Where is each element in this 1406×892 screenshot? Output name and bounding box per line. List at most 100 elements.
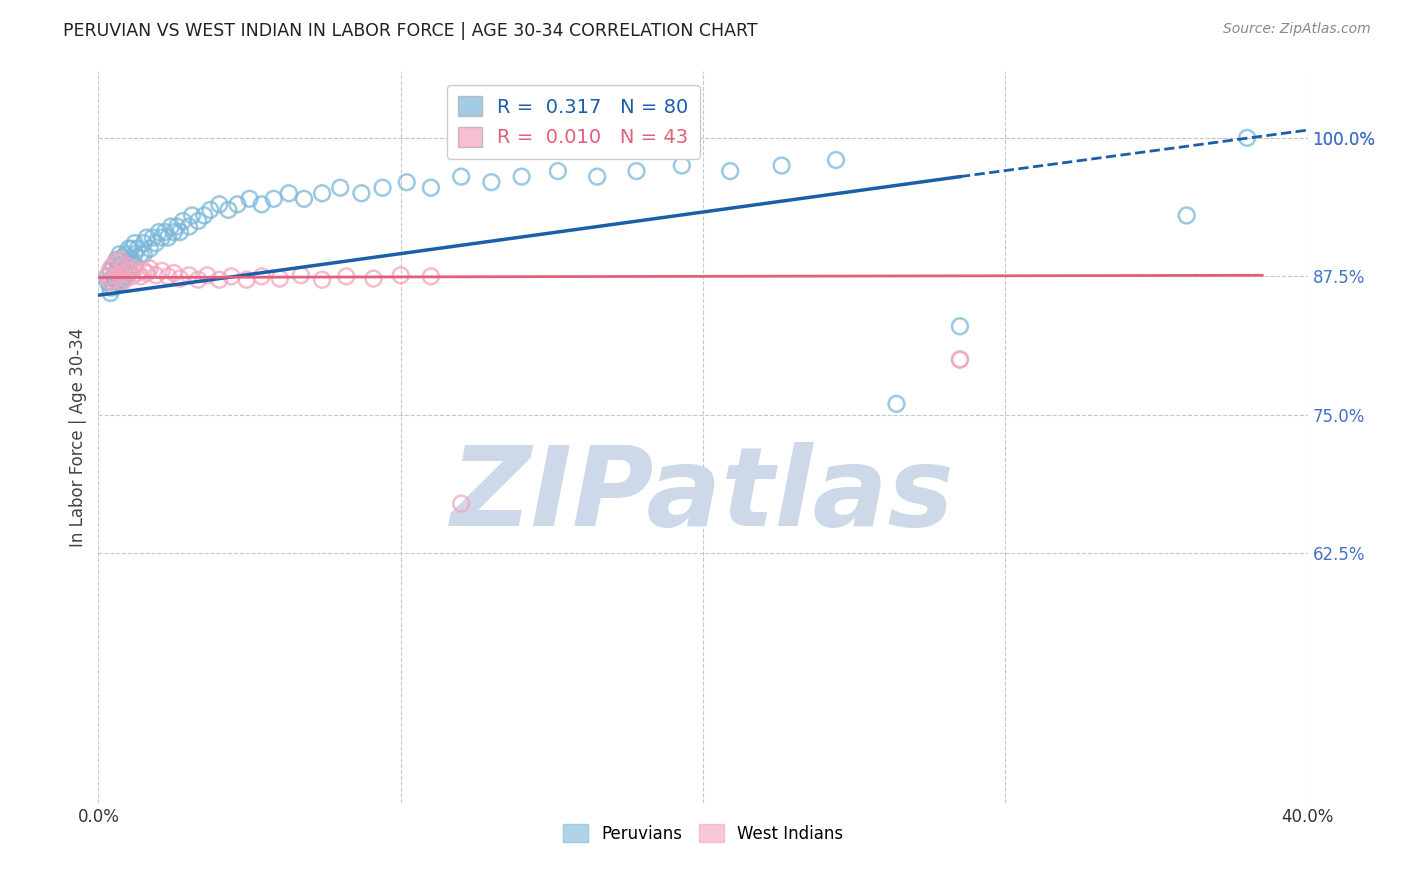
Point bbox=[166, 219, 188, 234]
Point bbox=[111, 275, 134, 289]
Point bbox=[290, 268, 312, 283]
Point bbox=[114, 247, 136, 261]
Point bbox=[96, 269, 118, 284]
Point bbox=[118, 264, 141, 278]
Point bbox=[200, 202, 222, 217]
Point bbox=[481, 175, 503, 189]
Point bbox=[235, 273, 257, 287]
Point bbox=[100, 280, 122, 294]
Point bbox=[96, 275, 118, 289]
Point bbox=[105, 264, 128, 278]
Point bbox=[150, 230, 173, 244]
Point bbox=[547, 164, 569, 178]
Point bbox=[118, 242, 141, 256]
Point bbox=[108, 258, 131, 272]
Point bbox=[121, 269, 143, 284]
Point bbox=[145, 268, 167, 283]
Point bbox=[105, 252, 128, 267]
Point bbox=[221, 269, 243, 284]
Point bbox=[121, 242, 143, 256]
Point bbox=[132, 247, 155, 261]
Point bbox=[114, 269, 136, 284]
Point bbox=[163, 225, 186, 239]
Point bbox=[179, 219, 201, 234]
Point bbox=[150, 264, 173, 278]
Point bbox=[626, 164, 648, 178]
Point bbox=[124, 261, 146, 276]
Point bbox=[389, 268, 412, 283]
Point bbox=[160, 219, 183, 234]
Point bbox=[108, 267, 131, 281]
Text: PERUVIAN VS WEST INDIAN IN LABOR FORCE | AGE 30-34 CORRELATION CHART: PERUVIAN VS WEST INDIAN IN LABOR FORCE |… bbox=[63, 22, 758, 40]
Point bbox=[420, 180, 443, 194]
Point bbox=[111, 261, 134, 276]
Point bbox=[111, 273, 134, 287]
Point bbox=[949, 319, 972, 334]
Point bbox=[179, 268, 201, 283]
Point bbox=[169, 271, 191, 285]
Point bbox=[100, 275, 122, 289]
Point bbox=[208, 197, 231, 211]
Point bbox=[108, 275, 131, 289]
Point bbox=[395, 175, 418, 189]
Point bbox=[124, 247, 146, 261]
Point bbox=[103, 258, 125, 272]
Point bbox=[217, 202, 239, 217]
Point bbox=[311, 273, 333, 287]
Point bbox=[187, 214, 209, 228]
Point bbox=[114, 258, 136, 272]
Point bbox=[949, 352, 972, 367]
Point bbox=[239, 192, 262, 206]
Point bbox=[103, 258, 125, 272]
Point bbox=[129, 247, 152, 261]
Point bbox=[420, 269, 443, 284]
Point bbox=[100, 275, 122, 289]
Point bbox=[263, 192, 285, 206]
Point bbox=[108, 266, 131, 280]
Point bbox=[132, 236, 155, 251]
Point bbox=[350, 186, 373, 201]
Point bbox=[195, 268, 218, 283]
Point bbox=[187, 273, 209, 287]
Point bbox=[96, 269, 118, 284]
Point bbox=[163, 266, 186, 280]
Point bbox=[277, 186, 299, 201]
Point bbox=[139, 242, 162, 256]
Point bbox=[153, 225, 176, 239]
Point bbox=[105, 255, 128, 269]
Point bbox=[127, 242, 149, 256]
Point bbox=[169, 225, 191, 239]
Point bbox=[132, 264, 155, 278]
Point bbox=[269, 271, 291, 285]
Point bbox=[103, 280, 125, 294]
Text: ZIPatlas: ZIPatlas bbox=[451, 442, 955, 549]
Point bbox=[100, 285, 122, 300]
Legend: Peruvians, West Indians: Peruvians, West Indians bbox=[557, 818, 849, 849]
Point bbox=[371, 180, 394, 194]
Point bbox=[121, 252, 143, 267]
Point bbox=[292, 192, 315, 206]
Y-axis label: In Labor Force | Age 30-34: In Labor Force | Age 30-34 bbox=[69, 327, 87, 547]
Point bbox=[156, 230, 179, 244]
Point bbox=[114, 271, 136, 285]
Point bbox=[135, 266, 157, 280]
Point bbox=[450, 497, 472, 511]
Point bbox=[103, 273, 125, 287]
Point bbox=[127, 266, 149, 280]
Point bbox=[586, 169, 609, 184]
Point bbox=[510, 169, 533, 184]
Point bbox=[949, 352, 972, 367]
Point bbox=[100, 261, 122, 276]
Point bbox=[311, 186, 333, 201]
Point bbox=[671, 159, 693, 173]
Point bbox=[118, 266, 141, 280]
Text: Source: ZipAtlas.com: Source: ZipAtlas.com bbox=[1223, 22, 1371, 37]
Point bbox=[105, 275, 128, 289]
Point bbox=[139, 261, 162, 276]
Point bbox=[145, 236, 167, 251]
Point bbox=[825, 153, 848, 167]
Point bbox=[886, 397, 908, 411]
Point bbox=[1236, 131, 1258, 145]
Point bbox=[172, 214, 194, 228]
Point bbox=[124, 258, 146, 272]
